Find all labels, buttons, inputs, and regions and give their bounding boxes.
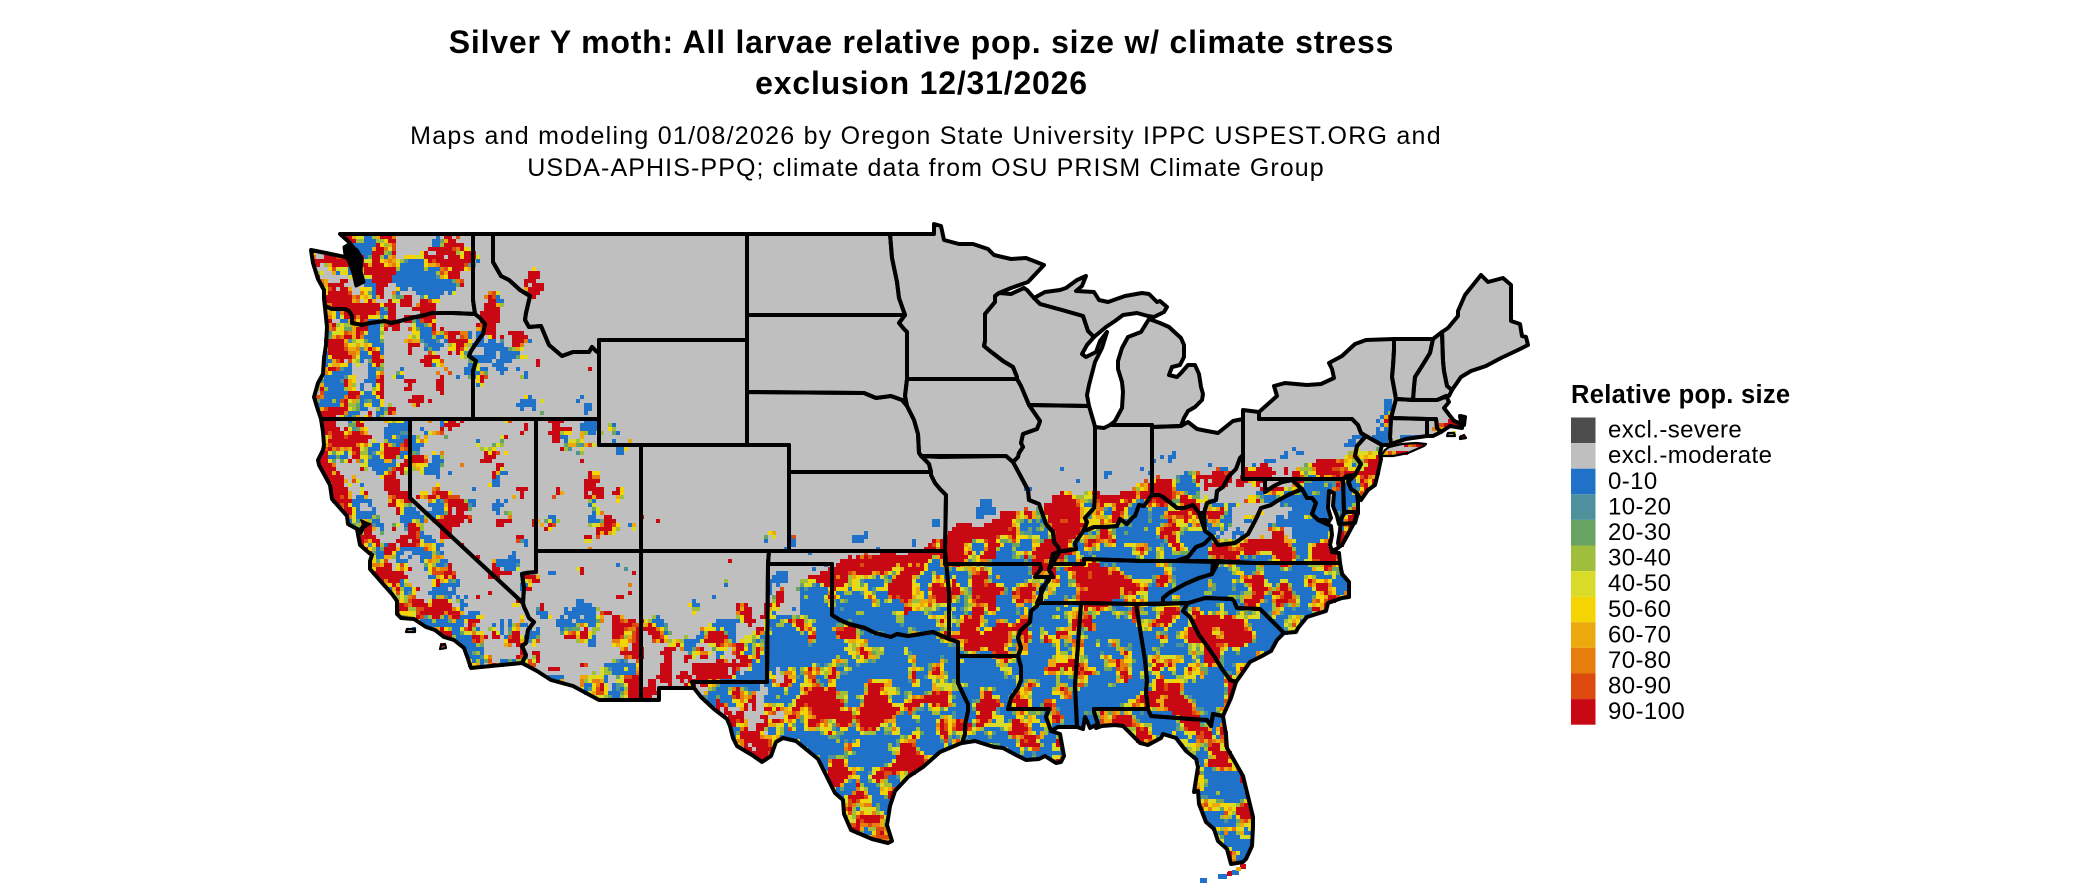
- svg-text:30-40: 30-40: [1608, 545, 1671, 572]
- svg-text:90-100: 90-100: [1608, 698, 1685, 725]
- svg-text:Relative pop. size: Relative pop. size: [1571, 381, 1790, 409]
- svg-text:70-80: 70-80: [1608, 647, 1671, 674]
- svg-text:20-30: 20-30: [1608, 519, 1671, 546]
- svg-text:60-70: 60-70: [1608, 621, 1671, 648]
- svg-text:10-20: 10-20: [1608, 493, 1671, 520]
- svg-text:50-60: 50-60: [1608, 596, 1671, 623]
- svg-text:excl.-moderate: excl.-moderate: [1608, 442, 1772, 469]
- svg-text:0-10: 0-10: [1608, 468, 1658, 495]
- svg-text:80-90: 80-90: [1608, 673, 1671, 700]
- svg-text:excl.-severe: excl.-severe: [1608, 417, 1742, 444]
- svg-text:40-50: 40-50: [1608, 570, 1671, 597]
